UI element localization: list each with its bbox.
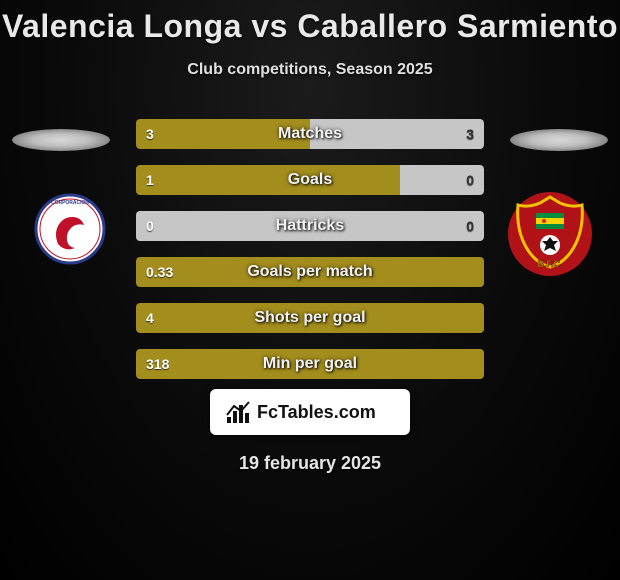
subtitle: Club competitions, Season 2025 bbox=[0, 61, 620, 79]
metric-bar: 10Goals bbox=[136, 165, 484, 195]
metric-bar: 318Min per goal bbox=[136, 349, 484, 379]
metric-bar: 0.33Goals per match bbox=[136, 257, 484, 287]
branding-text: FcTables.com bbox=[257, 402, 376, 422]
fctables-logo: FcTables.com bbox=[225, 397, 395, 427]
metric-fill-left bbox=[136, 257, 484, 287]
metric-bar: 4Shots per goal bbox=[136, 303, 484, 333]
metric-bar: 00Hattricks bbox=[136, 211, 484, 241]
metric-value-left: 318 bbox=[136, 349, 179, 379]
date-text: 19 february 2025 bbox=[0, 453, 620, 474]
metric-value-left: 1 bbox=[136, 165, 164, 195]
metric-value-right: 3 bbox=[456, 119, 484, 149]
page-title: Valencia Longa vs Caballero Sarmiento bbox=[0, 0, 620, 45]
metric-fill-left bbox=[136, 349, 484, 379]
metric-bars: 33Matches10Goals00Hattricks0.33Goals per… bbox=[136, 119, 484, 395]
metric-value-right: 0 bbox=[456, 211, 484, 241]
metric-value-left: 0.33 bbox=[136, 257, 183, 287]
svg-text:B.F.C.: B.F.C. bbox=[537, 259, 562, 269]
comparison-arena: CORPORACION B.F.C. 33Matches10Goals00Hat… bbox=[0, 109, 620, 369]
club-left-badge: CORPORACION bbox=[20, 189, 120, 289]
svg-text:CORPORACION: CORPORACION bbox=[51, 200, 89, 206]
metric-value-left: 0 bbox=[136, 211, 164, 241]
metric-value-left: 4 bbox=[136, 303, 164, 333]
metric-fill-left bbox=[136, 303, 484, 333]
metric-fill-left bbox=[136, 165, 400, 195]
metric-value-left: 3 bbox=[136, 119, 164, 149]
player-right-shadow bbox=[510, 129, 608, 151]
branding-card[interactable]: FcTables.com bbox=[210, 389, 410, 435]
club-right-badge: B.F.C. bbox=[500, 189, 600, 289]
metric-bar: 33Matches bbox=[136, 119, 484, 149]
metric-fill-right bbox=[136, 211, 484, 241]
metric-value-right: 0 bbox=[456, 165, 484, 195]
player-left-shadow bbox=[12, 129, 110, 151]
